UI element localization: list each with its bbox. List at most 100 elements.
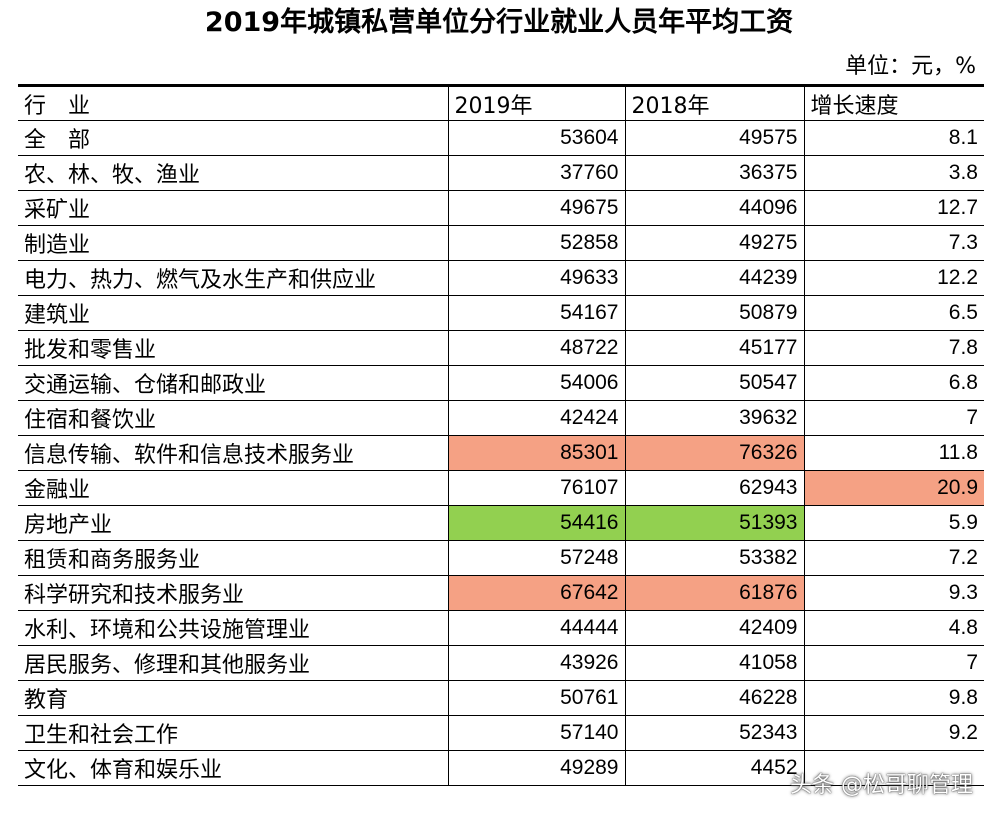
table-row: 教育 50761 46228 9.8	[18, 680, 984, 716]
table-row: 房地产业 54416 51393 5.9	[18, 505, 984, 541]
wage-2018: 41058	[624, 645, 805, 681]
wage-2018-highlighted: 51393	[624, 505, 805, 541]
table-row: 文化、体育和娱乐业 49289 4452	[18, 750, 984, 786]
wage-table: 行 业 2019年 2018年 增长速度 全 部 53604 49575 8.1…	[18, 84, 984, 786]
wage-2019: 49675	[447, 190, 626, 226]
wage-2018: 42409	[624, 610, 805, 646]
table-row: 卫生和社会工作 57140 52343 9.2	[18, 715, 984, 751]
wage-2018: 4452	[624, 750, 805, 786]
wage-2018-highlighted: 76326	[624, 435, 805, 471]
industry-name: 批发和零售业	[18, 330, 449, 366]
growth-rate	[803, 750, 984, 786]
wage-2019: 57248	[447, 540, 626, 576]
growth-rate: 7.3	[803, 225, 984, 261]
industry-name: 居民服务、修理和其他服务业	[18, 645, 449, 681]
wage-2018: 44239	[624, 260, 805, 296]
growth-rate: 12.7	[803, 190, 984, 226]
industry-name: 采矿业	[18, 190, 449, 226]
wage-2019: 50761	[447, 680, 626, 716]
industry-name: 全 部	[18, 120, 449, 156]
wage-2019: 53604	[447, 120, 626, 156]
header-2018: 2018年	[624, 85, 805, 121]
industry-name: 建筑业	[18, 295, 449, 331]
industry-name: 科学研究和技术服务业	[18, 575, 449, 611]
industry-name: 文化、体育和娱乐业	[18, 750, 449, 786]
table-row: 租赁和商务服务业 57248 53382 7.2	[18, 540, 984, 576]
wage-2018: 53382	[624, 540, 805, 576]
industry-name: 信息传输、软件和信息技术服务业	[18, 435, 449, 471]
table-row: 制造业 52858 49275 7.3	[18, 225, 984, 261]
wage-2019: 43926	[447, 645, 626, 681]
wage-2019: 48722	[447, 330, 626, 366]
wage-2018: 49275	[624, 225, 805, 261]
growth-rate: 9.3	[803, 575, 984, 611]
industry-name: 金融业	[18, 470, 449, 506]
table-header-row: 行 业 2019年 2018年 增长速度	[18, 85, 984, 121]
table-row: 农、林、牧、渔业 37760 36375 3.8	[18, 155, 984, 191]
wage-2018: 45177	[624, 330, 805, 366]
table-row: 采矿业 49675 44096 12.7	[18, 190, 984, 226]
wage-2018: 36375	[624, 155, 805, 191]
wage-2018-highlighted: 61876	[624, 575, 805, 611]
wage-2018: 49575	[624, 120, 805, 156]
table-row: 全 部 53604 49575 8.1	[18, 120, 984, 156]
growth-rate: 7.2	[803, 540, 984, 576]
table-row: 建筑业 54167 50879 6.5	[18, 295, 984, 331]
wage-2018: 44096	[624, 190, 805, 226]
industry-name: 农、林、牧、渔业	[18, 155, 449, 191]
wage-2019-highlighted: 54416	[447, 505, 626, 541]
wage-2019: 49289	[447, 750, 626, 786]
growth-rate: 7	[803, 645, 984, 681]
wage-2019: 76107	[447, 470, 626, 506]
wage-2019: 44444	[447, 610, 626, 646]
industry-name: 住宿和餐饮业	[18, 400, 449, 436]
growth-rate: 12.2	[803, 260, 984, 296]
growth-rate: 6.8	[803, 365, 984, 401]
wage-2019: 54167	[447, 295, 626, 331]
wage-2019: 42424	[447, 400, 626, 436]
table-row: 住宿和餐饮业 42424 39632 7	[18, 400, 984, 436]
growth-rate: 4.8	[803, 610, 984, 646]
page-title: 2019年城镇私营单位分行业就业人员年平均工资	[204, 7, 794, 38]
wage-2018: 39632	[624, 400, 805, 436]
header-growth: 增长速度	[803, 85, 984, 121]
industry-name: 租赁和商务服务业	[18, 540, 449, 576]
growth-rate: 9.2	[803, 715, 984, 751]
growth-rate: 3.8	[803, 155, 984, 191]
table-row: 金融业 76107 62943 20.9	[18, 470, 984, 506]
header-2019: 2019年	[447, 85, 626, 121]
industry-name: 水利、环境和公共设施管理业	[18, 610, 449, 646]
industry-name: 制造业	[18, 225, 449, 261]
growth-rate: 9.8	[803, 680, 984, 716]
wage-2018: 46228	[624, 680, 805, 716]
wage-2018: 62943	[624, 470, 805, 506]
industry-name: 卫生和社会工作	[18, 715, 449, 751]
table-row: 水利、环境和公共设施管理业 44444 42409 4.8	[18, 610, 984, 646]
header-industry: 行 业	[18, 85, 449, 121]
unit-label: 单位：元，%	[845, 54, 976, 79]
wage-2019: 57140	[447, 715, 626, 751]
table-row: 科学研究和技术服务业 67642 61876 9.3	[18, 575, 984, 611]
table-row: 居民服务、修理和其他服务业 43926 41058 7	[18, 645, 984, 681]
growth-rate: 7	[803, 400, 984, 436]
industry-name: 教育	[18, 680, 449, 716]
growth-rate: 7.8	[803, 330, 984, 366]
growth-rate: 11.8	[803, 435, 984, 471]
table-row: 交通运输、仓储和邮政业 54006 50547 6.8	[18, 365, 984, 401]
watermark: 头条 @松哥聊管理	[790, 773, 973, 798]
growth-rate: 6.5	[803, 295, 984, 331]
table-row: 信息传输、软件和信息技术服务业 85301 76326 11.8	[18, 435, 984, 471]
growth-rate: 5.9	[803, 505, 984, 541]
industry-name: 交通运输、仓储和邮政业	[18, 365, 449, 401]
wage-2018: 50547	[624, 365, 805, 401]
growth-rate: 8.1	[803, 120, 984, 156]
wage-2018: 52343	[624, 715, 805, 751]
wage-2019: 52858	[447, 225, 626, 261]
industry-name: 电力、热力、燃气及水生产和供应业	[18, 260, 449, 296]
industry-name: 房地产业	[18, 505, 449, 541]
wage-2019-highlighted: 85301	[447, 435, 626, 471]
wage-2019: 54006	[447, 365, 626, 401]
wage-2019-highlighted: 67642	[447, 575, 626, 611]
wage-2018: 50879	[624, 295, 805, 331]
growth-rate-highlighted: 20.9	[803, 470, 984, 506]
